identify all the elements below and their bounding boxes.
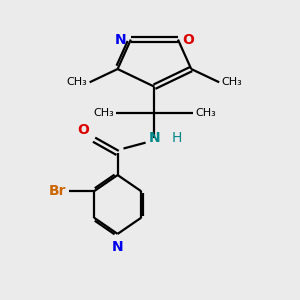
Text: CH₃: CH₃ [67,77,87,87]
Text: CH₃: CH₃ [93,108,114,118]
Text: N: N [148,131,160,145]
Text: O: O [77,123,89,137]
Text: CH₃: CH₃ [195,108,216,118]
Text: N: N [115,33,126,46]
Text: Br: Br [49,184,67,198]
Text: O: O [182,33,194,46]
Text: N: N [112,240,123,254]
Text: H: H [172,131,182,145]
Text: CH₃: CH₃ [221,77,242,87]
